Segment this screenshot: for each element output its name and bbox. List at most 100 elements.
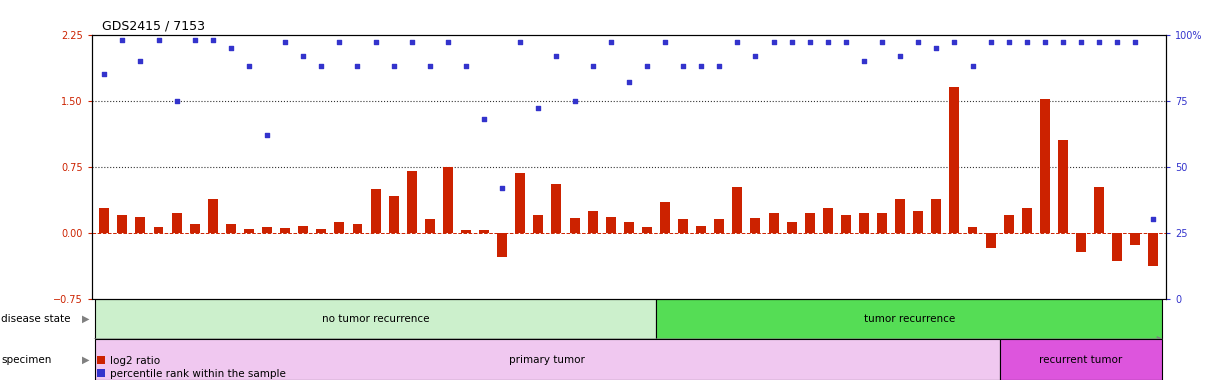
Bar <box>534 215 543 233</box>
Bar <box>1149 233 1159 266</box>
Point <box>402 40 421 46</box>
Bar <box>407 171 416 233</box>
Text: disease state: disease state <box>1 314 71 324</box>
Point <box>149 37 168 43</box>
Point <box>962 63 982 70</box>
Bar <box>860 213 869 233</box>
Point <box>348 63 368 70</box>
Bar <box>624 222 634 233</box>
Point <box>872 40 891 46</box>
Point <box>1017 40 1037 46</box>
Point <box>818 40 838 46</box>
Bar <box>172 213 182 233</box>
Bar <box>823 208 833 233</box>
Bar <box>136 217 145 233</box>
Bar <box>95 299 656 339</box>
Bar <box>515 173 525 233</box>
Bar <box>1131 233 1140 245</box>
Bar <box>95 339 1000 380</box>
Bar <box>353 224 363 233</box>
Point <box>781 40 801 46</box>
Point <box>221 45 241 51</box>
Point <box>94 71 114 77</box>
Point <box>908 40 928 46</box>
Point <box>510 40 530 46</box>
Point <box>131 58 150 64</box>
Bar <box>1057 140 1068 233</box>
Bar <box>1094 187 1104 233</box>
Bar <box>967 227 978 233</box>
Bar <box>1076 233 1085 252</box>
Text: tumor recurrence: tumor recurrence <box>863 314 955 324</box>
Bar <box>950 88 960 233</box>
Bar <box>805 213 814 233</box>
Bar <box>606 217 615 233</box>
Point <box>709 63 729 70</box>
Point <box>203 37 222 43</box>
Bar <box>751 218 761 233</box>
Bar <box>877 213 886 233</box>
Point <box>691 63 711 70</box>
Text: primary tumor: primary tumor <box>509 355 585 365</box>
Point <box>1144 216 1164 222</box>
Text: ▶: ▶ <box>82 355 89 365</box>
Point <box>529 106 548 112</box>
Point <box>728 40 747 46</box>
Text: ▶: ▶ <box>82 314 89 324</box>
Point <box>1126 40 1145 46</box>
Bar <box>1000 339 1162 380</box>
Point <box>330 40 349 46</box>
Bar <box>656 299 1162 339</box>
Bar <box>696 227 706 233</box>
Point <box>565 98 585 104</box>
Bar <box>335 222 344 233</box>
Point <box>601 40 620 46</box>
Bar <box>117 215 127 233</box>
Point <box>112 37 132 43</box>
Text: specimen: specimen <box>1 355 51 365</box>
Point <box>746 53 766 59</box>
Point <box>474 116 493 122</box>
Point <box>239 63 259 70</box>
Bar <box>443 167 453 233</box>
Point <box>311 63 331 70</box>
Point <box>836 40 856 46</box>
Bar <box>1022 208 1032 233</box>
Point <box>1107 40 1127 46</box>
Text: no tumor recurrence: no tumor recurrence <box>322 314 430 324</box>
Point <box>184 37 204 43</box>
Bar <box>768 213 779 233</box>
Bar <box>841 215 851 233</box>
Bar <box>189 224 200 233</box>
Text: recurrent tumor: recurrent tumor <box>1039 355 1122 365</box>
Point <box>438 40 458 46</box>
Point <box>999 40 1018 46</box>
Bar <box>298 225 308 233</box>
Bar <box>208 199 217 233</box>
Point <box>800 40 819 46</box>
Bar <box>371 189 381 233</box>
Bar <box>661 202 670 233</box>
Point <box>582 63 602 70</box>
Bar <box>462 230 471 233</box>
Point <box>764 40 784 46</box>
Point <box>656 40 675 46</box>
Point <box>890 53 910 59</box>
Point <box>619 79 639 85</box>
Bar <box>985 233 995 248</box>
Point <box>855 58 874 64</box>
Bar <box>569 218 580 233</box>
Bar <box>497 233 507 257</box>
Bar <box>552 184 562 233</box>
Point <box>1089 40 1109 46</box>
Bar <box>244 229 254 233</box>
Bar <box>895 199 905 233</box>
Bar <box>388 195 398 233</box>
Bar <box>479 230 490 233</box>
Bar <box>733 187 742 233</box>
Bar <box>1040 99 1050 233</box>
Bar <box>1112 233 1122 261</box>
Bar <box>932 199 941 233</box>
Bar <box>425 219 435 233</box>
Bar <box>280 228 291 233</box>
